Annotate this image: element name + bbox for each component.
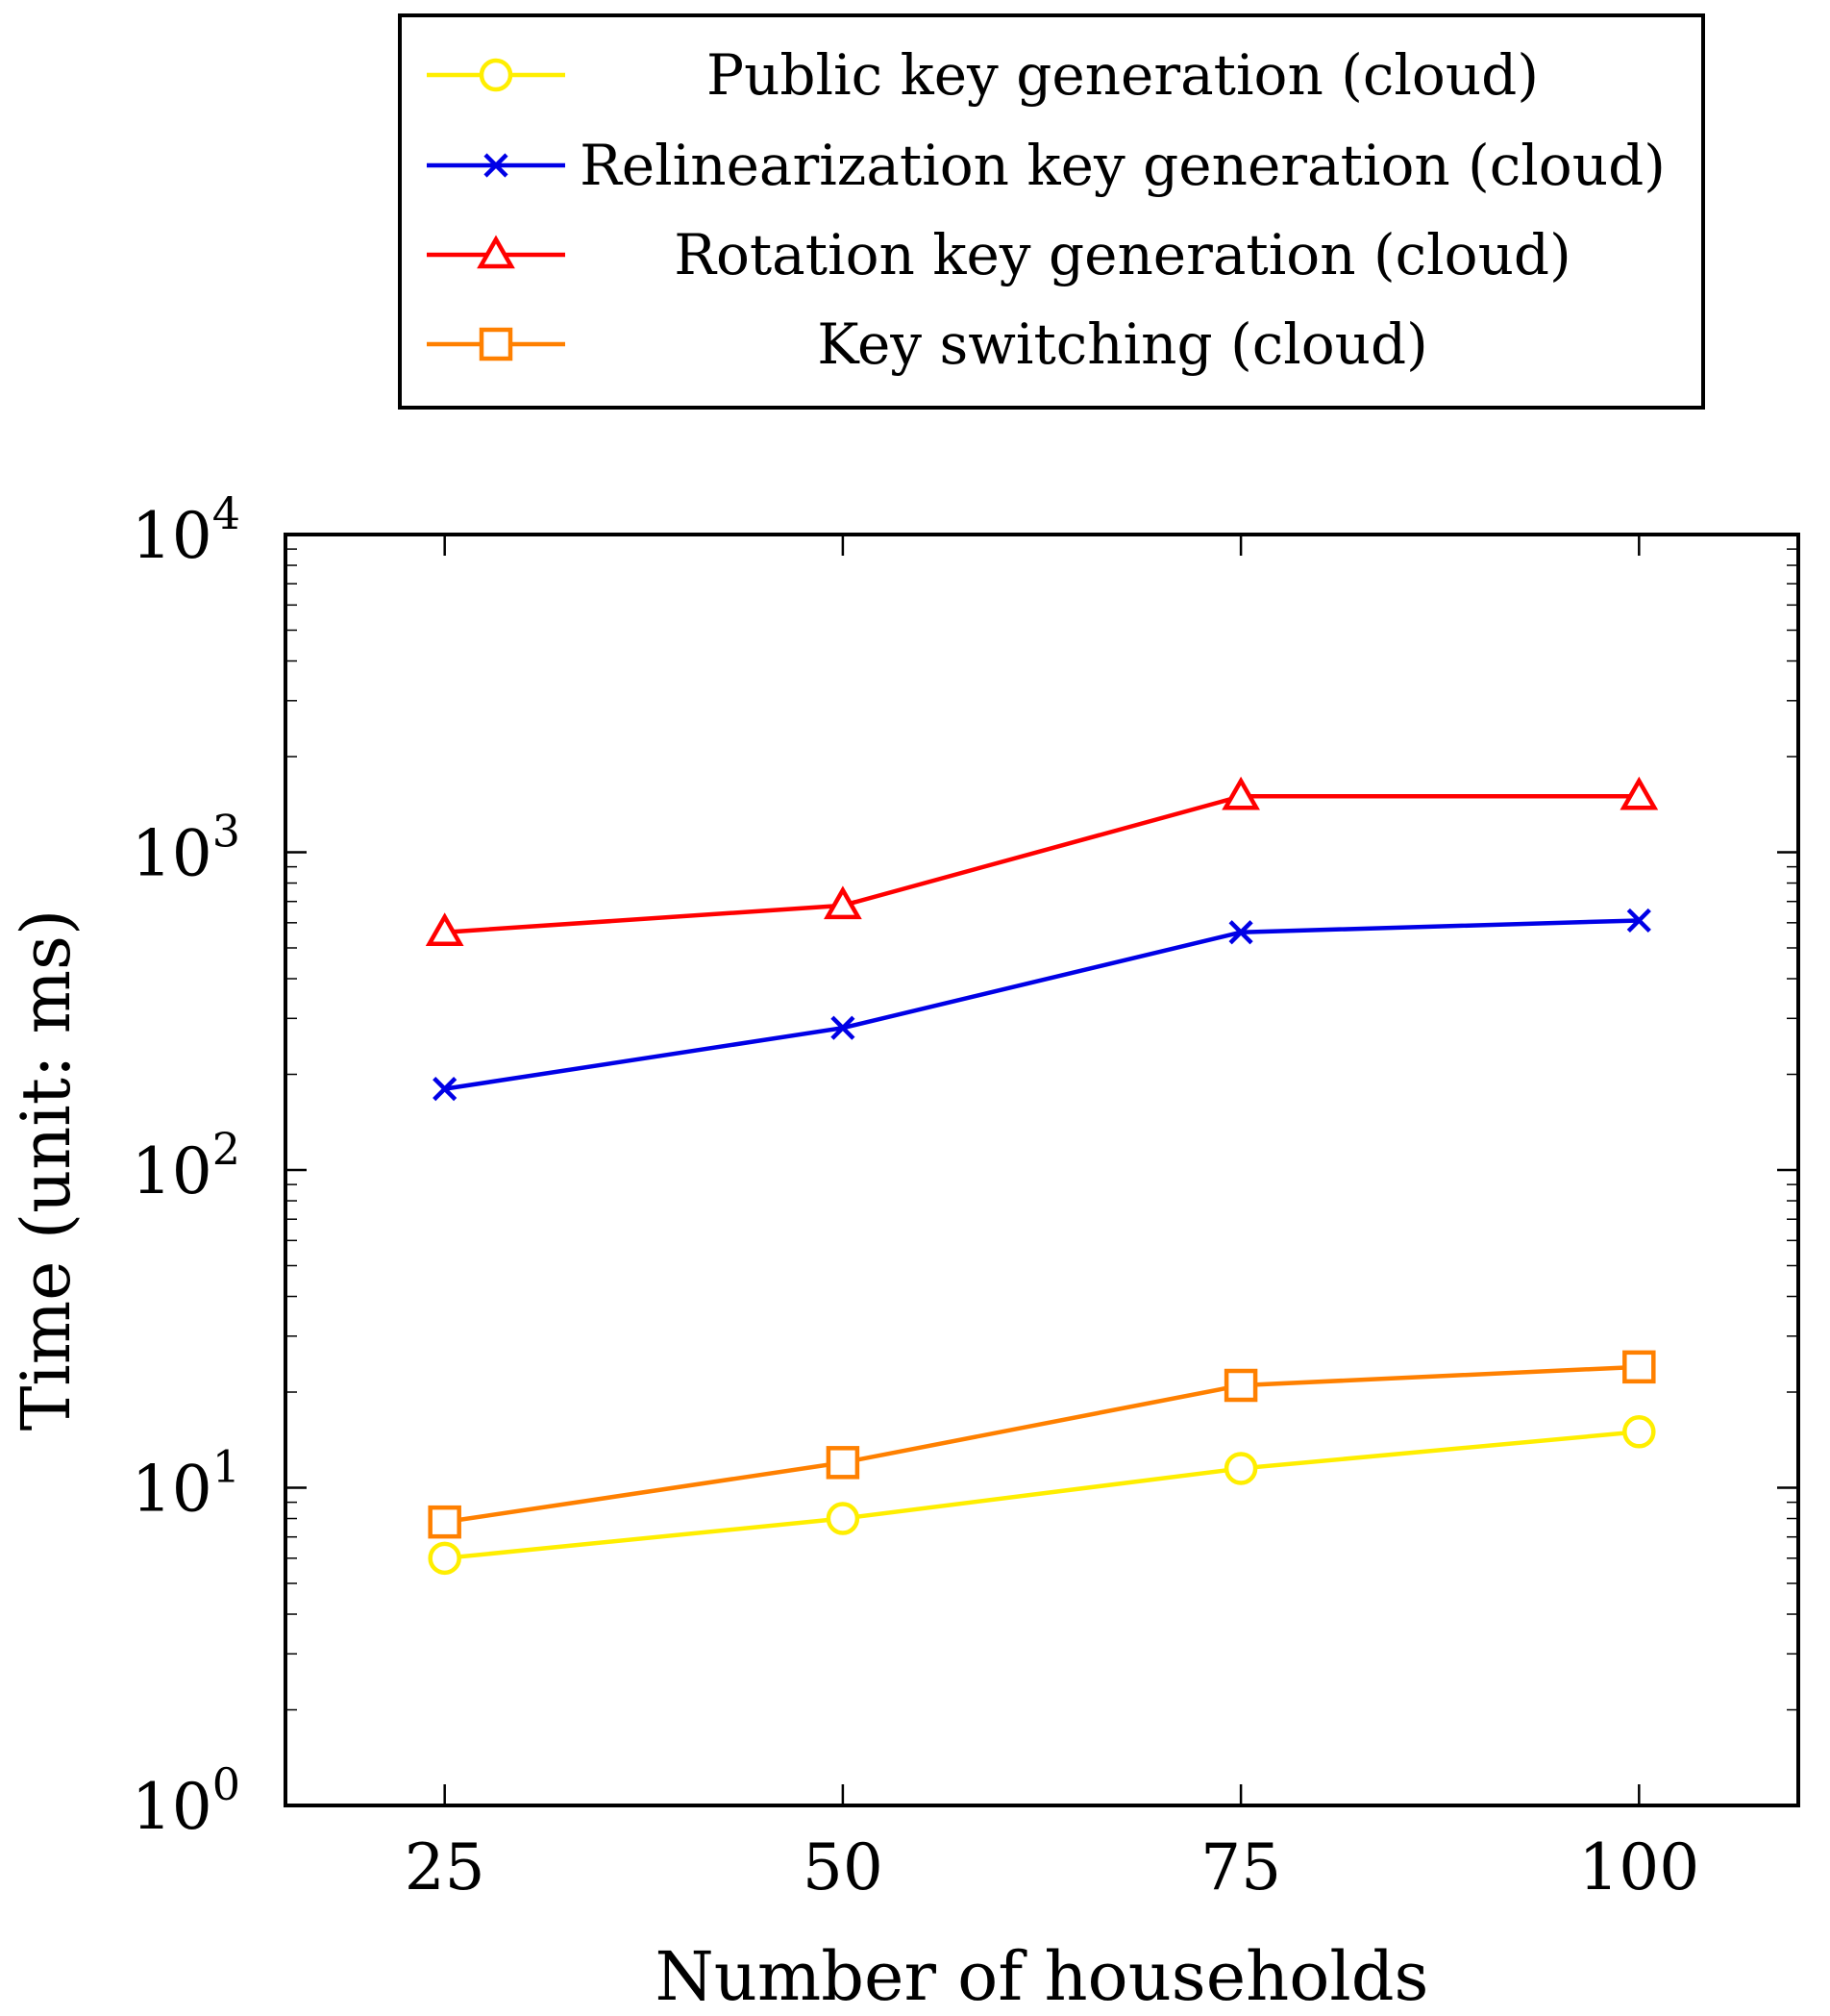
data-point [1622, 1415, 1656, 1449]
legend-entry: Relinearization key generation (cloud) [427, 133, 1666, 198]
legend-label: Relinearization key generation (cloud) [580, 133, 1666, 198]
legend-label: Public key generation (cloud) [706, 42, 1539, 108]
data-point [1620, 776, 1659, 810]
data-point [1222, 776, 1260, 810]
data-point [1228, 920, 1253, 945]
y-tick-label: 103 [132, 806, 240, 891]
legend-label: Key switching (cloud) [817, 311, 1428, 377]
y-tick-exponent: 0 [212, 1758, 240, 1810]
y-axis-title: Time (unit: ms) [7, 909, 86, 1431]
data-point [1622, 1350, 1656, 1384]
x-tick-label: 100 [1578, 1830, 1699, 1904]
data-point [1626, 908, 1651, 933]
legend: Public key generation (cloud) Relineariza… [398, 13, 1705, 410]
legend-swatch-marker [477, 235, 515, 269]
y-tick-base: 10 [132, 1453, 212, 1527]
y-tick-exponent: 4 [212, 487, 240, 539]
x-tick-label: 25 [405, 1830, 485, 1904]
series-line [444, 794, 1640, 934]
data-point [425, 912, 464, 946]
data-point [1224, 1452, 1258, 1485]
series-line [444, 1364, 1640, 1525]
series-layer [425, 776, 1659, 1576]
data-point [428, 1541, 461, 1576]
legend-entry: Public key generation (cloud) [427, 42, 1539, 108]
y-tick-label: 100 [132, 1758, 240, 1844]
series-circle [428, 1415, 1656, 1576]
data-point [428, 1505, 461, 1539]
legend-entry: Key switching (cloud) [427, 311, 1428, 377]
legend-swatch-marker [479, 327, 513, 361]
series-line [444, 1430, 1640, 1561]
y-tick-label: 104 [132, 487, 240, 573]
y-tick-exponent: 2 [212, 1123, 240, 1175]
y-tick-label: 101 [132, 1441, 240, 1527]
series-square [428, 1350, 1656, 1539]
y-tick-base: 10 [132, 499, 212, 573]
legend-label: Rotation key generation (cloud) [674, 222, 1570, 287]
data-point [1224, 1368, 1258, 1403]
data-point [824, 885, 862, 920]
legend-entry: Rotation key generation (cloud) [427, 222, 1571, 287]
legend-swatch-marker [479, 58, 513, 92]
plot-frame [284, 533, 1800, 1807]
data-point [433, 1077, 458, 1102]
y-tick-base: 10 [132, 1770, 212, 1844]
y-tick-exponent: 1 [212, 1441, 240, 1493]
series-line [444, 918, 1640, 1091]
x-tick-label: 75 [1200, 1830, 1281, 1904]
y-tick-exponent: 3 [212, 806, 240, 858]
data-point [826, 1446, 860, 1480]
legend-swatch-marker [483, 153, 508, 178]
legend-box [398, 13, 1705, 410]
y-tick-base: 10 [132, 817, 212, 891]
y-tick-base: 10 [132, 1134, 212, 1208]
x-axis-title: Number of households [655, 1937, 1429, 2016]
x-tick-label: 50 [803, 1830, 883, 1904]
y-tick-label: 102 [132, 1123, 240, 1208]
data-point [830, 1015, 855, 1040]
series-triangle [425, 776, 1659, 946]
series-x [433, 908, 1651, 1102]
data-point [826, 1502, 860, 1535]
